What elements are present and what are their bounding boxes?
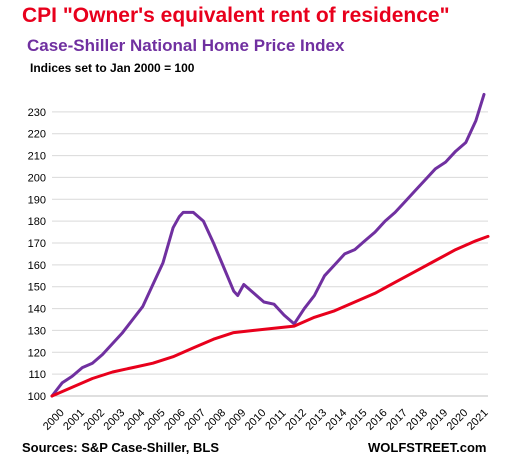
x-tick-label: 2013 <box>303 407 329 433</box>
x-tick-label: 2006 <box>162 407 188 433</box>
y-tick-label: 160 <box>28 260 46 272</box>
x-tick-label: 2016 <box>364 407 390 433</box>
x-tick-label: 2005 <box>142 407 168 433</box>
y-tick-label: 170 <box>28 238 46 250</box>
series-line-home-price-index <box>50 92 486 398</box>
y-tick-label: 150 <box>28 282 46 294</box>
chart-subtitle: Case-Shiller National Home Price Index <box>27 36 345 55</box>
x-tick-label: 2018 <box>404 407 430 433</box>
y-tick-label: 120 <box>28 347 46 359</box>
x-tick-label: 2007 <box>182 407 208 433</box>
y-tick-label: 220 <box>28 129 46 141</box>
x-tick-label: 2003 <box>102 407 128 433</box>
x-tick-label: 2012 <box>283 407 309 433</box>
x-tick-label: 2011 <box>263 407 288 432</box>
chart-note: Indices set to Jan 2000 = 100 <box>30 61 195 75</box>
source-note: Sources: S&P Case-Shiller, BLS <box>22 440 219 455</box>
x-tick-label: 2019 <box>424 407 450 433</box>
y-tick-label: 110 <box>28 369 46 381</box>
y-tick-label: 190 <box>28 194 46 206</box>
chart-title: CPI "Owner's equivalent rent of residenc… <box>22 4 450 27</box>
series-line-owners-equivalent-rent <box>50 234 490 398</box>
x-tick-label: 2020 <box>445 407 471 433</box>
y-tick-label: 210 <box>28 151 46 163</box>
x-tick-label: 2017 <box>384 407 410 433</box>
x-tick-label: 2001 <box>61 407 87 433</box>
y-tick-label: 230 <box>28 107 46 119</box>
x-tick-label: 2000 <box>41 407 67 433</box>
y-tick-label: 180 <box>28 216 46 228</box>
x-tick-label: 2002 <box>81 407 107 433</box>
x-tick-label: 2015 <box>344 407 370 433</box>
x-tick-label: 2004 <box>122 407 148 433</box>
x-tick-label: 2010 <box>243 407 269 433</box>
y-tick-label: 200 <box>28 172 46 184</box>
x-tick-label: 2009 <box>223 407 249 433</box>
y-tick-label: 130 <box>28 325 46 337</box>
y-tick-label: 140 <box>28 304 46 316</box>
x-tick-label: 2021 <box>465 407 491 433</box>
x-tick-label: 2008 <box>202 407 228 433</box>
y-tick-label: 100 <box>28 391 46 403</box>
x-tick-label: 2014 <box>324 407 350 433</box>
brand-label: WOLFSTREET.com <box>368 440 487 455</box>
